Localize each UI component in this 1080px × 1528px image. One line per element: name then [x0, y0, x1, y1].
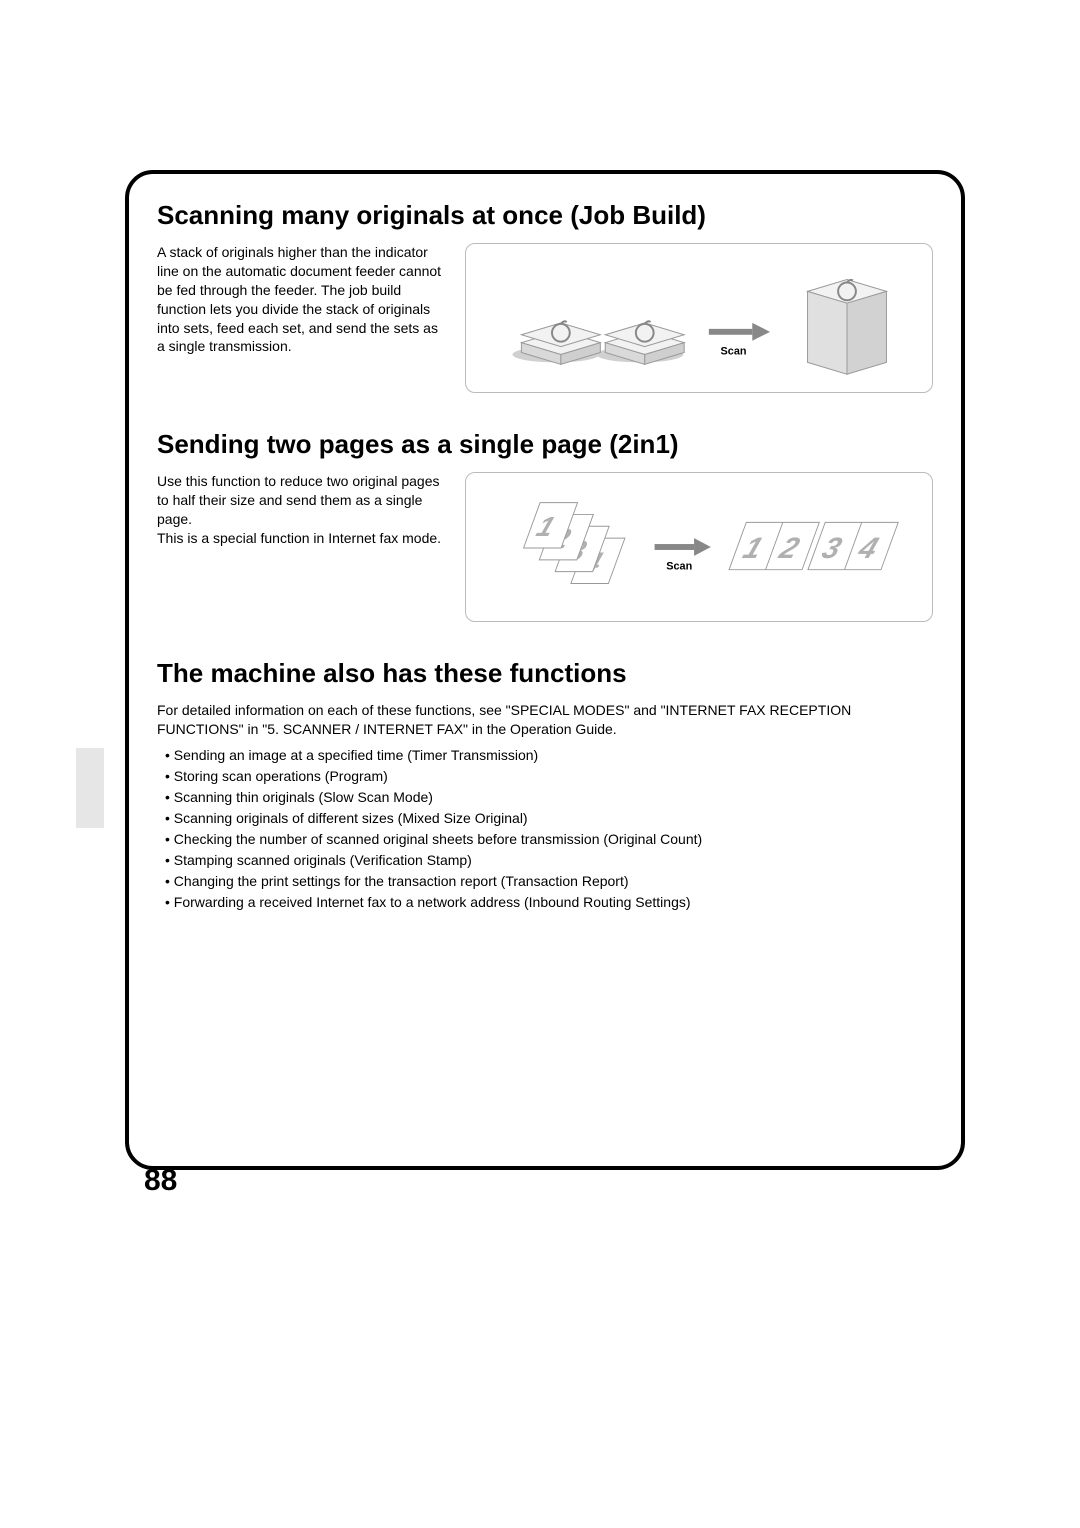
- list-item: Stamping scanned originals (Verification…: [165, 850, 933, 871]
- section3-title: The machine also has these functions: [157, 658, 933, 689]
- arrow-icon: [655, 538, 711, 556]
- section1-title: Scanning many originals at once (Job Bui…: [157, 200, 933, 231]
- arrow-label-2: Scan: [666, 561, 692, 573]
- section-2in1: Sending two pages as a single page (2in1…: [157, 429, 933, 622]
- list-item: Changing the print settings for the tran…: [165, 871, 933, 892]
- list-item: Sending an image at a specified time (Ti…: [165, 745, 933, 766]
- list-item: Storing scan operations (Program): [165, 766, 933, 787]
- arrow-icon: [709, 323, 770, 341]
- list-item: Forwarding a received Internet fax to a …: [165, 892, 933, 913]
- section-other-functions: The machine also has these functions For…: [157, 658, 933, 913]
- page-number: 88: [144, 1164, 177, 1198]
- section3-intro: For detailed information on each of thes…: [157, 701, 933, 739]
- page-frame: Scanning many originals at once (Job Bui…: [125, 170, 965, 1170]
- section1-diagram: Scan: [465, 243, 933, 393]
- section-job-build: Scanning many originals at once (Job Bui…: [157, 200, 933, 393]
- section2-title: Sending two pages as a single page (2in1…: [157, 429, 933, 460]
- section2-diagram: 4 3 2 1: [465, 472, 933, 622]
- section1-body: A stack of originals higher than the ind…: [157, 243, 447, 393]
- section3-bullets: Sending an image at a specified time (Ti…: [157, 745, 933, 913]
- list-item: Scanning originals of different sizes (M…: [165, 808, 933, 829]
- list-item: Scanning thin originals (Slow Scan Mode): [165, 787, 933, 808]
- list-item: Checking the number of scanned original …: [165, 829, 933, 850]
- arrow-label-1: Scan: [721, 346, 747, 358]
- side-tab: [76, 748, 104, 828]
- section2-body: Use this function to reduce two original…: [157, 472, 447, 622]
